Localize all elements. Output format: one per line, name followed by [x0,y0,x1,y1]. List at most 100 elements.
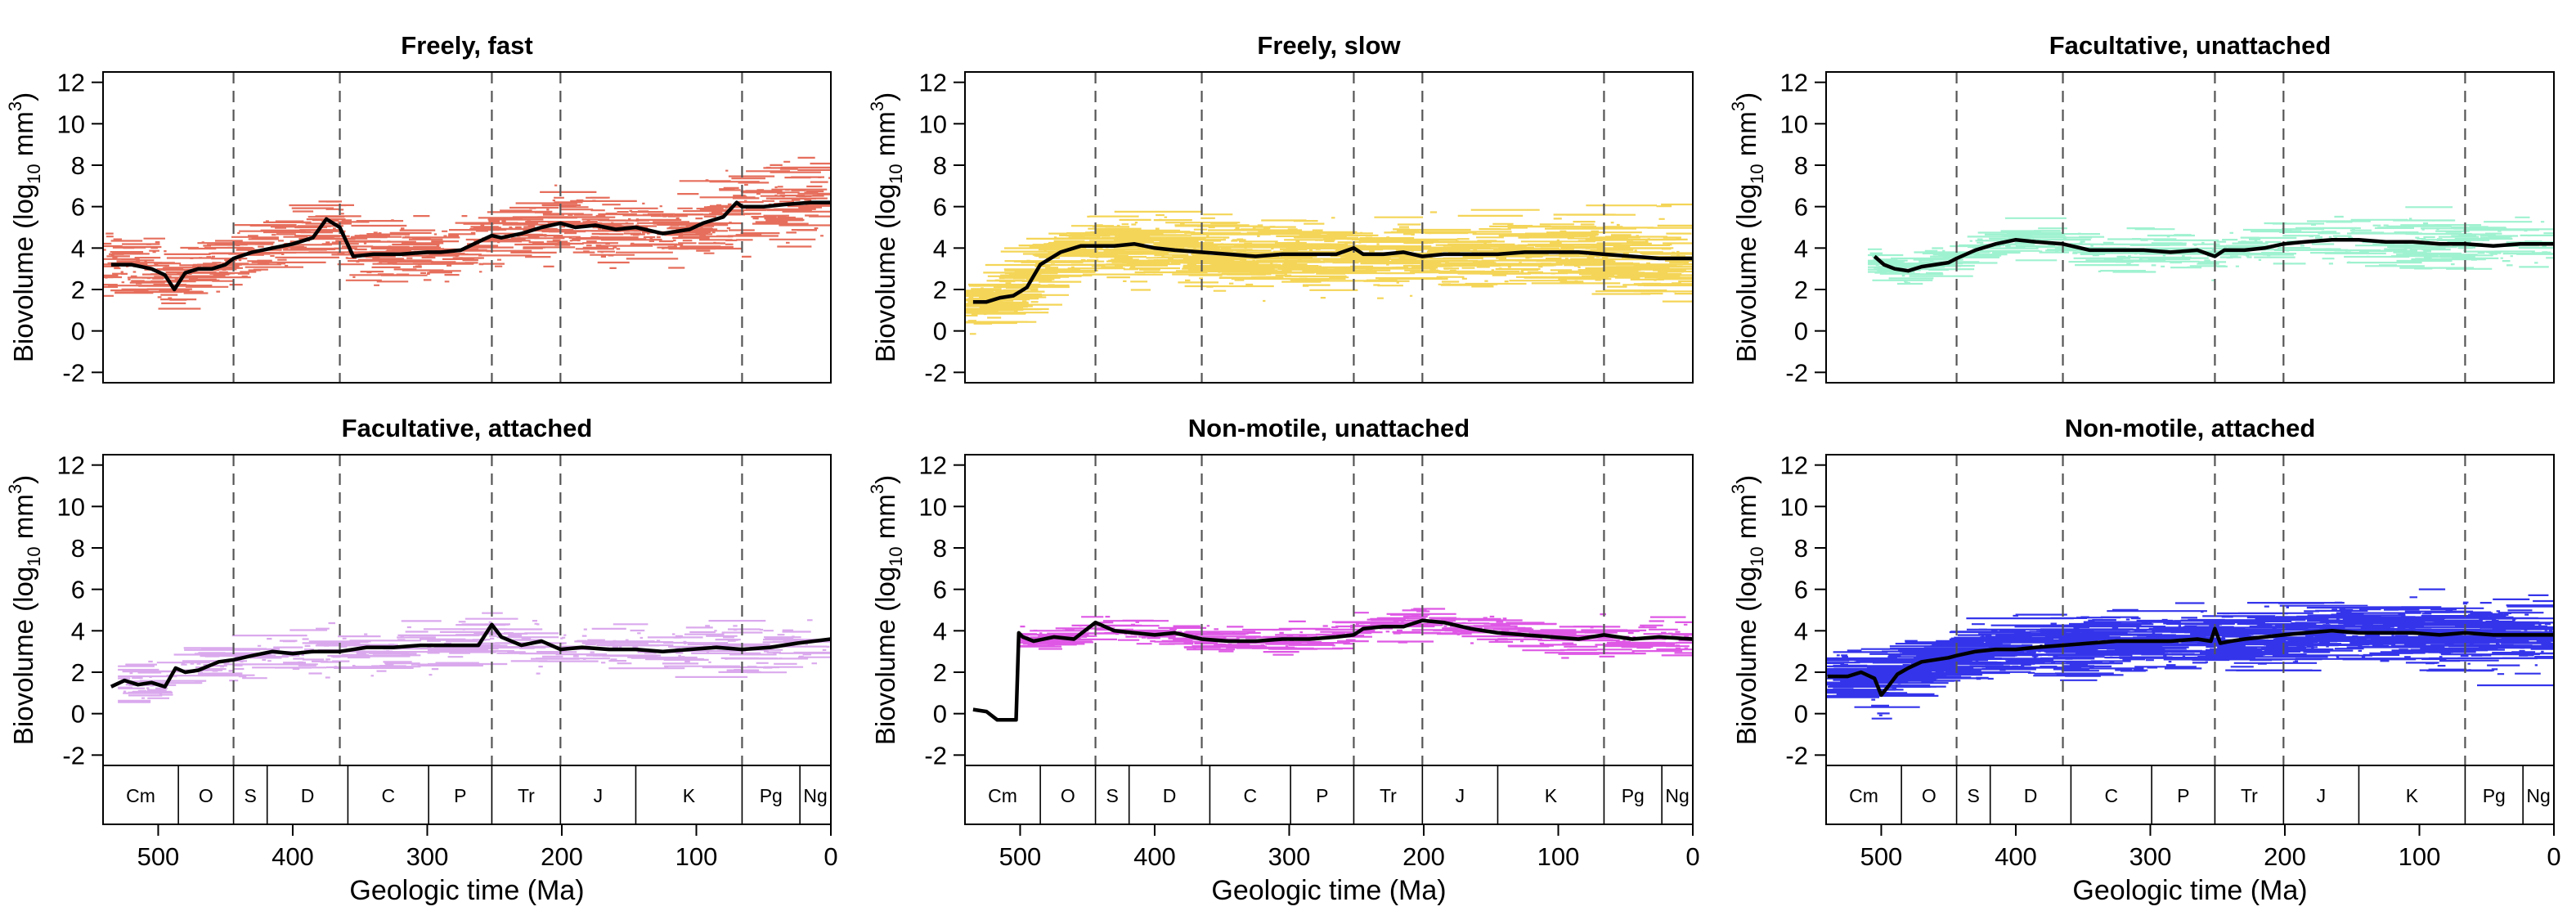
panel-4: Facultative, attached -2 0 2 4 6 8 10 12 Biovolum… [5,414,838,906]
y-tick-label: 4 [1794,617,1808,645]
y-tick-label: 6 [71,576,85,604]
period-label: Cm [126,785,155,806]
timescale-frame [964,765,1694,825]
ylabel-sub: 10 [886,546,906,566]
range-cloud [118,612,831,703]
y-tick-label: 8 [933,534,947,563]
ylabel-close: ) [1731,92,1761,101]
period-label: C [381,785,395,806]
y-tick-label: 2 [71,276,85,304]
y-tick-label: 6 [933,193,947,222]
period-label: S [1106,785,1118,806]
y-tick-label: 8 [1794,151,1808,180]
ylabel-close: ) [870,92,900,101]
period-label: Ng [803,785,827,806]
period-label: Pg [2483,785,2506,806]
x-tick-label: 200 [2264,842,2306,871]
period-label: Cm [988,785,1017,806]
ylabel-sup: 3 [5,101,25,111]
y-tick-label: -2 [1785,741,1808,770]
x-tick-label: 400 [272,842,314,871]
panel-title: Facultative, attached [342,414,593,442]
y-tick-label: 4 [1794,234,1808,263]
mean-line [1827,626,2554,698]
panel-title: Facultative, unattached [2049,31,2331,60]
y-axis-label: Biovolume (log10 mm3) [867,475,906,745]
x-tick-label: 100 [675,842,718,871]
ylabel-main: Biovolume (log [1731,184,1761,362]
range-lines [103,156,831,310]
ylabel-sup: 3 [5,484,25,494]
period-label: K [683,785,696,806]
y-tick-label: -2 [62,358,85,387]
y-tick-label: 0 [71,700,85,729]
y-tick-label: 4 [933,617,947,645]
y-tick-label: 10 [1780,110,1808,138]
y-tick-label: 2 [1794,658,1808,687]
mean-line [972,242,1693,304]
y-tick-label: 10 [57,110,85,138]
ylabel-sup: 3 [867,484,887,494]
y-tick-label: 8 [71,534,85,563]
range-lines [1826,588,2554,720]
y-tick-label: -2 [924,741,947,770]
y-tick-label: 10 [919,492,947,521]
y-tick-label: 12 [919,451,947,480]
y-tick-label: -2 [924,358,947,387]
range-cloud [965,203,1693,335]
period-label: Pg [760,785,783,806]
y-axis-label: Biovolume (log10 mm3) [1728,92,1767,362]
x-axis-label: Geologic time (Ma) [1211,875,1446,906]
period-label: D [301,785,315,806]
x-tick-label: 300 [406,842,449,871]
y-tick-label: 12 [57,451,85,480]
period-label: S [1967,785,1979,806]
y-tick-label: 12 [1780,451,1808,480]
plot-frame [102,71,832,384]
plot-frame [964,71,1694,384]
x-axis-label: Geologic time (Ma) [2072,875,2307,906]
panel-title: Non-motile, unattached [1188,414,1470,442]
x-tick-label: 500 [1860,842,1903,871]
x-tick-label: 300 [2129,842,2172,871]
period-label: Tr [1380,785,1397,806]
plot-frame [102,454,832,766]
y-tick-label: 0 [933,700,947,729]
x-tick-label: 400 [1995,842,2037,871]
period-label: Tr [518,785,535,806]
ylabel-sup: 3 [1728,101,1748,111]
y-tick-label: 6 [71,193,85,222]
plot-frame [1825,71,2555,384]
mean-line [110,622,831,689]
panel-title: Freely, fast [401,31,532,60]
y-tick-label: 6 [933,576,947,604]
y-tick-label: 10 [1780,492,1808,521]
mean-line [1873,237,2554,273]
x-tick-label: 0 [824,842,837,871]
ylabel-close: ) [8,92,38,101]
period-label: O [1922,785,1936,806]
period-label: J [594,785,604,806]
ylabel-sub: 10 [24,546,44,566]
ylabel-sub: 10 [886,164,906,183]
y-tick-label: 10 [919,110,947,138]
mean-line [110,200,831,292]
y-tick-label: 12 [1780,69,1808,97]
x-tick-label: 400 [1133,842,1176,871]
y-tick-label: 8 [1794,534,1808,563]
ylabel-unit: mm [870,111,900,164]
period-label: K [2406,785,2419,806]
y-tick-label: 0 [71,317,85,346]
x-tick-label: 300 [1268,842,1311,871]
y-tick-label: -2 [62,741,85,770]
y-tick-label: 0 [1794,317,1808,346]
y-tick-label: 8 [933,151,947,180]
y-tick-label: 12 [57,69,85,97]
period-label: C [2104,785,2118,806]
mean-line [972,618,1693,722]
range-lines [118,612,831,703]
range-cloud [1826,588,2554,720]
period-label: O [199,785,213,806]
panel-5: Non-motile, unattached -2 0 2 4 6 8 10 12 Biovolu… [867,414,1700,906]
